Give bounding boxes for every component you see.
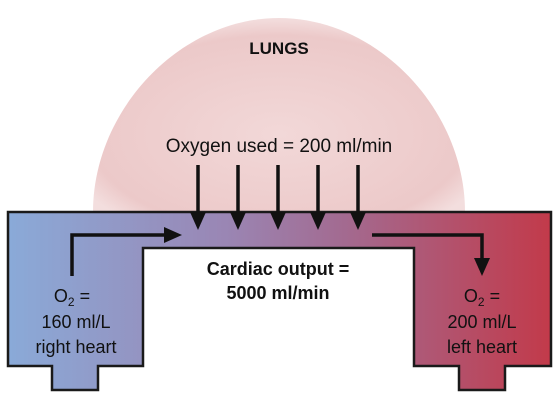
lungs-dome <box>93 18 465 212</box>
circulation-tube <box>6 210 553 392</box>
flow-arrow-to-lungs <box>70 227 182 276</box>
left-heart-o2-value: 200 ml/L <box>447 312 516 332</box>
arrow-right-icon <box>164 227 182 243</box>
arrow-down-icon-head <box>190 212 206 230</box>
left-heart-o2-label: O2 = <box>464 286 500 309</box>
cardiac-output-value: 5000 ml/min <box>226 283 329 303</box>
oxygen-arrows <box>190 165 366 230</box>
arrow-down-icon-head <box>310 212 326 230</box>
arrow-down-icon-head <box>230 212 246 230</box>
oxygen-used-label: Oxygen used = 200 ml/min <box>166 136 393 157</box>
left-heart-label: left heart <box>447 337 517 357</box>
flow-arrow-to-left-heart <box>372 233 490 276</box>
cardiac-output-label: Cardiac output = <box>207 259 350 279</box>
right-heart-label: right heart <box>35 337 116 357</box>
right-heart-o2-value: 160 ml/L <box>41 312 110 332</box>
right-heart-o2-label: O2 = <box>54 286 90 309</box>
arrow-down-icon <box>474 258 490 276</box>
lungs-title: LUNGS <box>249 39 309 58</box>
arrow-down-icon-head <box>350 212 366 230</box>
arrow-down-icon-head <box>270 212 286 230</box>
